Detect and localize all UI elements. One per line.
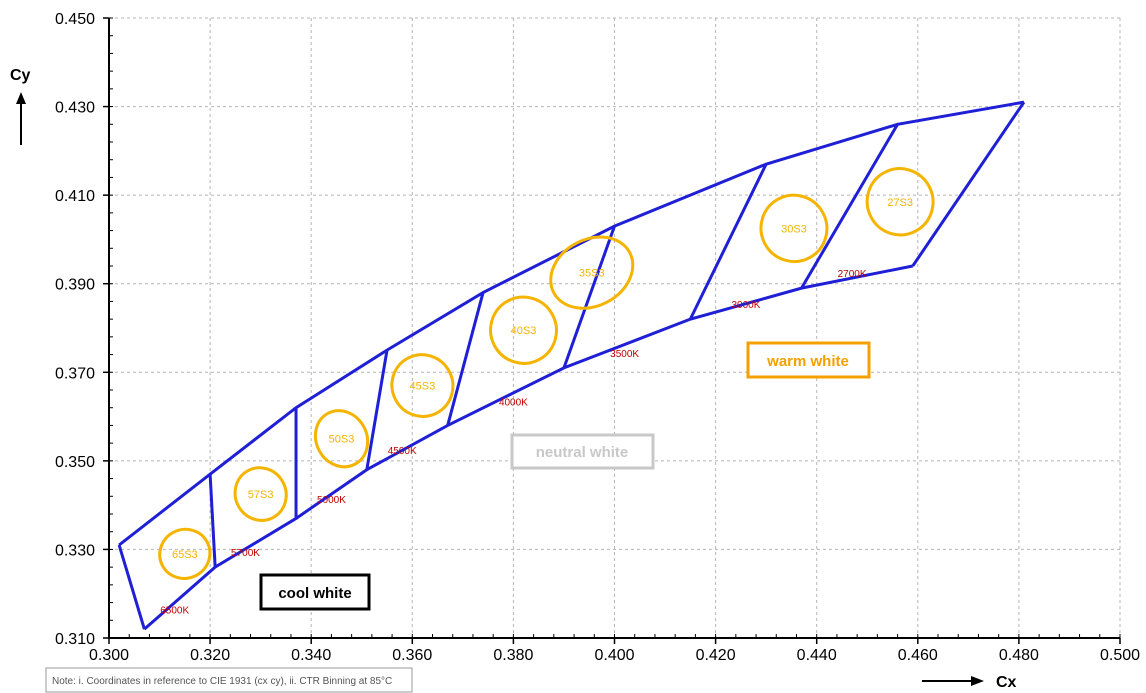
bin-divider-line — [365, 349, 389, 470]
y-tick-label: 0.350 — [55, 454, 95, 471]
x-tick-label: 0.400 — [594, 647, 634, 664]
cct-label: 4000K — [499, 398, 528, 409]
footnote: Note: i. Coordinates in reference to CIE… — [45, 667, 413, 693]
y-axis-arrow-icon — [16, 92, 26, 145]
x-tick-label: 0.300 — [89, 647, 129, 664]
bin-divider-line — [688, 163, 768, 320]
bin-ellipses: 65S3 57S3 50S3 45S3 40S3 35S3 30S3 27S3 — [158, 167, 935, 580]
x-tick-label: 0.460 — [898, 647, 938, 664]
x-tick-label: 0.440 — [797, 647, 837, 664]
bin-divider-line — [446, 292, 485, 426]
y-tick-label: 0.410 — [55, 188, 95, 205]
warm-white-box: warm white — [746, 341, 871, 379]
grid-lines — [109, 17, 1121, 638]
y-tick-label: 0.390 — [55, 277, 95, 294]
bin-ellipse — [313, 409, 370, 469]
bin-ellipse — [233, 466, 288, 522]
bin-ellipse — [759, 193, 829, 263]
bin-ellipse — [390, 353, 455, 418]
cct-label: 3000K — [731, 300, 760, 311]
cct-label: 4500K — [388, 446, 417, 457]
bin-ellipse — [549, 235, 635, 310]
x-tick-label: 0.420 — [696, 647, 736, 664]
x-tick-label: 0.320 — [190, 647, 230, 664]
bin-boundaries — [117, 100, 1026, 631]
neutral-white-label: neutral white — [536, 444, 629, 461]
bin-label: 57S3 — [248, 489, 274, 501]
bin-label: 40S3 — [511, 325, 537, 337]
x-tick-label: 0.340 — [291, 647, 331, 664]
bin-label: 30S3 — [781, 223, 807, 235]
cct-label: 5000K — [317, 495, 346, 506]
upper-boundary-line — [118, 100, 1025, 547]
bin-label: 45S3 — [410, 381, 436, 393]
cct-label: 2700K — [838, 269, 867, 280]
x-tick-label: 0.500 — [1100, 647, 1140, 664]
neutral-white-box: neutral white — [510, 433, 655, 470]
bin-divider-line — [800, 123, 899, 289]
y-tick-label: 0.310 — [55, 631, 95, 648]
cool-white-box: cool white — [259, 573, 371, 611]
bin-divider-line — [911, 101, 1026, 267]
x-tick-label: 0.360 — [392, 647, 432, 664]
x-axis-label: Cx — [996, 674, 1017, 691]
x-tick-label: 0.380 — [493, 647, 533, 664]
bin-ellipse — [158, 527, 212, 580]
cool-white-label: cool white — [278, 585, 351, 602]
bin-label: 35S3 — [579, 268, 605, 280]
x-tick-label: 0.480 — [999, 647, 1039, 664]
cct-labels: 6500K 5700K 5000K 4500K 4000K 3500K 3000K 2700K — [160, 269, 867, 617]
bin-divider-line — [208, 474, 217, 568]
bin-label: 27S3 — [887, 197, 913, 209]
y-axis-label: Cy — [10, 67, 31, 84]
cct-label: 5700K — [231, 548, 260, 559]
bin-ellipse — [865, 167, 935, 237]
cct-label: 3500K — [610, 349, 639, 360]
bin-label: 50S3 — [329, 434, 355, 446]
y-tick-label: 0.330 — [55, 542, 95, 559]
tick-labels: 0.300 0.320 0.340 0.360 0.380 0.400 0.420 0.440… — [55, 11, 1140, 664]
bin-label: 65S3 — [172, 549, 198, 561]
cct-label: 6500K — [160, 606, 189, 617]
bin-divider-line — [562, 225, 616, 369]
y-tick-label: 0.430 — [55, 100, 95, 117]
warm-white-label: warm white — [766, 353, 849, 370]
bin-ellipse — [489, 295, 558, 365]
x-axis-arrow-icon — [922, 676, 984, 686]
footnote-text: Note: i. Coordinates in reference to CIE… — [52, 676, 392, 687]
y-tick-label: 0.370 — [55, 365, 95, 382]
y-tick-label: 0.450 — [55, 11, 95, 28]
bin-divider-line — [117, 544, 146, 630]
